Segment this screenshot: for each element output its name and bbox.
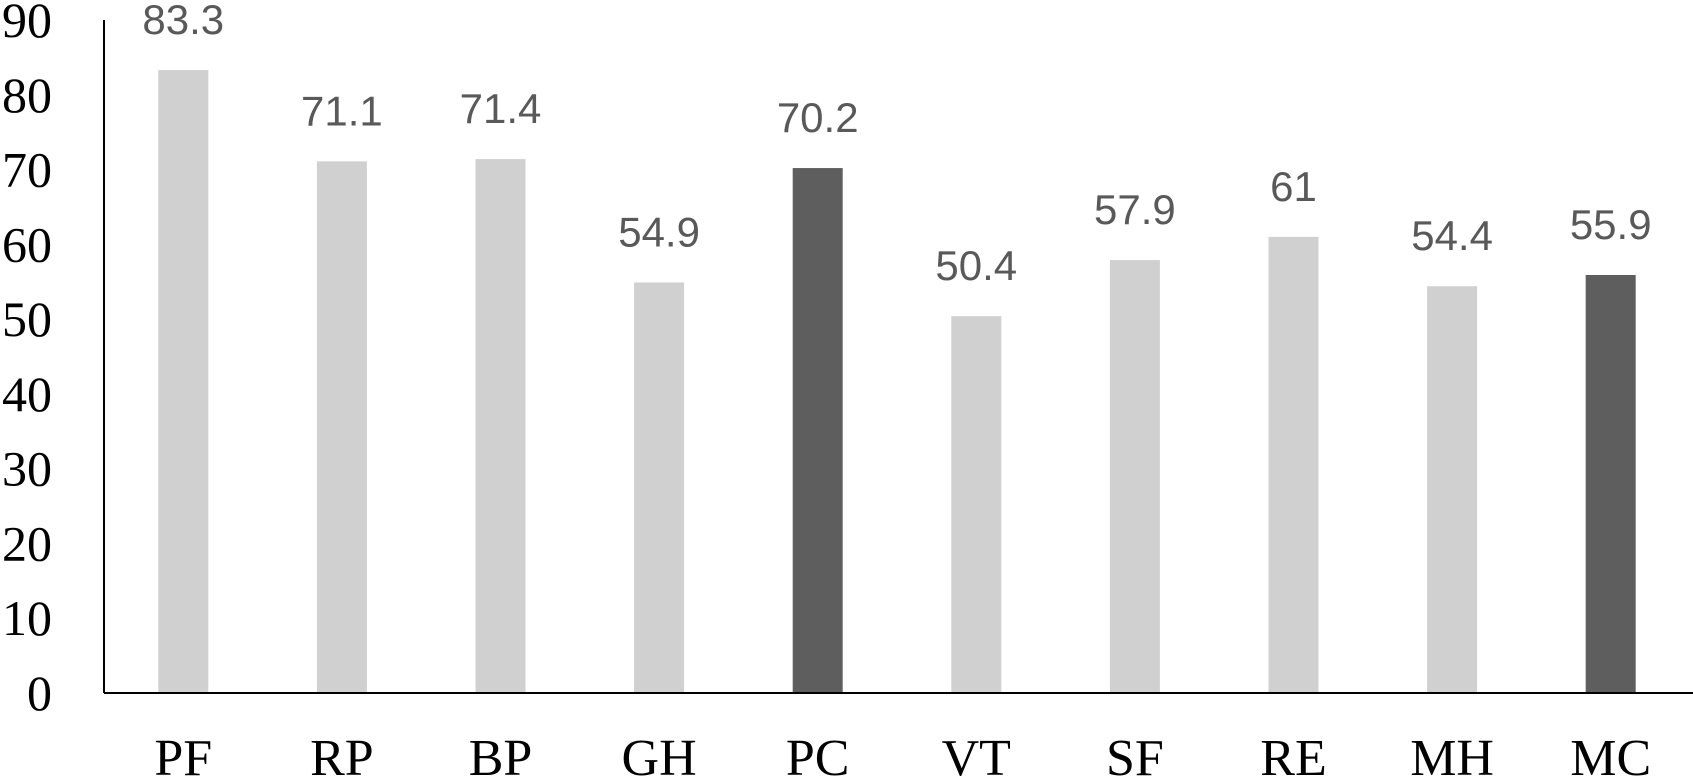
bar-pf (158, 70, 209, 693)
data-label-re: 61 (1270, 163, 1317, 210)
x-tick-label-mc: MC (1570, 730, 1651, 781)
y-tick-label: 80 (2, 67, 52, 123)
data-label-sf: 57.9 (1094, 186, 1176, 233)
data-label-bp: 71.4 (460, 85, 542, 132)
y-tick-labels: 0 10 20 30 40 50 60 70 80 90 (2, 0, 52, 721)
x-tick-label-re: RE (1260, 730, 1326, 781)
bar-re (1268, 236, 1319, 693)
bar-mc (1585, 274, 1636, 693)
y-tick-label: 20 (2, 515, 52, 571)
data-label-vt: 50.4 (935, 242, 1017, 289)
data-label-mc: 55.9 (1570, 201, 1652, 248)
x-tick-label-bp: BP (469, 730, 533, 781)
bar-gh (634, 282, 685, 693)
bar-rp (316, 161, 367, 693)
data-label-rp: 71.1 (301, 87, 383, 134)
y-tick-label: 70 (2, 142, 52, 198)
bar-sf (1109, 260, 1160, 693)
data-label-mh: 54.4 (1411, 212, 1493, 259)
x-tick-label-pc: PC (786, 730, 850, 781)
y-tick-label: 90 (2, 0, 52, 48)
x-tick-label-vt: VT (942, 730, 1011, 781)
x-tick-label-sf: SF (1106, 730, 1164, 781)
data-labels-layer: 83.3 71.1 71.4 54.9 70.2 50.4 57.9 61 54.4 55.9 (142, 0, 1651, 289)
data-label-gh: 54.9 (618, 208, 700, 255)
x-tick-label-mh: MH (1410, 730, 1494, 781)
y-tick-label: 0 (27, 665, 52, 721)
data-label-pf: 83.3 (142, 0, 224, 43)
x-tick-label-gh: GH (622, 730, 697, 781)
x-tick-label-pf: PF (154, 730, 212, 781)
data-label-pc: 70.2 (777, 94, 859, 141)
bars-layer (158, 70, 1636, 693)
y-tick-label: 40 (2, 366, 52, 422)
y-tick-label: 50 (2, 291, 52, 347)
bar-bp (475, 159, 526, 693)
y-tick-label: 10 (2, 590, 52, 646)
bar-mh (1427, 286, 1478, 693)
bar-pc (792, 168, 843, 693)
x-tick-label-rp: RP (310, 730, 374, 781)
y-tick-label: 30 (2, 441, 52, 497)
y-tick-label: 60 (2, 216, 52, 272)
x-tick-labels: PF RP BP GH PC VT SF RE MH MC (154, 730, 1651, 781)
bar-vt (951, 316, 1002, 693)
